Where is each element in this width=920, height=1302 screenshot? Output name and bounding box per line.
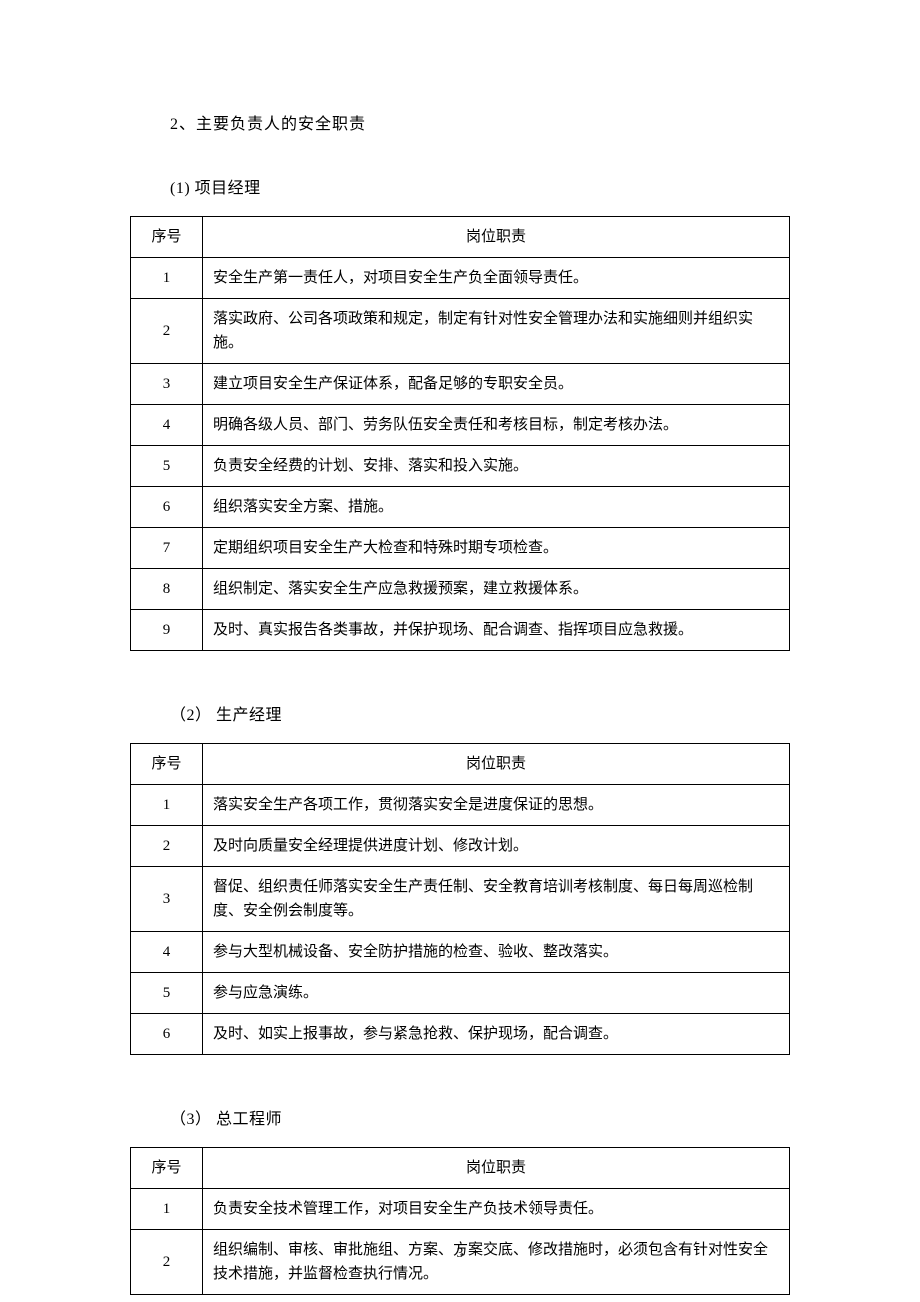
page-number: 3 (0, 1246, 920, 1262)
seq-cell: 9 (131, 610, 203, 651)
header-seq: 序号 (131, 744, 203, 785)
duties-table-project-manager: 序号 岗位职责 1安全生产第一责任人，对项目安全生产负全面领导责任。 2落实政府… (130, 216, 790, 651)
seq-cell: 1 (131, 785, 203, 826)
section-title: 2、主要负责人的安全职责 (170, 110, 790, 134)
table-row: 3建立项目安全生产保证体系，配备足够的专职安全员。 (131, 364, 790, 405)
header-duty: 岗位职责 (203, 217, 790, 258)
seq-cell: 1 (131, 258, 203, 299)
duties-table-production-manager: 序号 岗位职责 1落实安全生产各项工作，贯彻落实安全是进度保证的思想。 2及时向… (130, 743, 790, 1055)
header-duty: 岗位职责 (203, 744, 790, 785)
content-cell: 建立项目安全生产保证体系，配备足够的专职安全员。 (203, 364, 790, 405)
seq-cell: 4 (131, 405, 203, 446)
table-row: 2落实政府、公司各项政策和规定，制定有针对性安全管理办法和实施细则并组织实施。 (131, 299, 790, 364)
subsection-title-project-manager: (1) 项目经理 (170, 174, 790, 198)
seq-cell: 2 (131, 1230, 203, 1295)
seq-cell: 6 (131, 1014, 203, 1055)
table-header-row: 序号 岗位职责 (131, 217, 790, 258)
content-cell: 组织落实安全方案、措施。 (203, 487, 790, 528)
table-row: 6组织落实安全方案、措施。 (131, 487, 790, 528)
content-cell: 及时向质量安全经理提供进度计划、修改计划。 (203, 826, 790, 867)
table-row: 5负责安全经费的计划、安排、落实和投入实施。 (131, 446, 790, 487)
table-row: 2组织编制、审核、审批施组、方案、方案交底、修改措施时，必须包含有针对性安全技术… (131, 1230, 790, 1295)
content-cell: 及时、如实上报事故，参与紧急抢救、保护现场，配合调查。 (203, 1014, 790, 1055)
subsection-title-chief-engineer: （3） 总工程师 (170, 1105, 790, 1129)
content-cell: 组织编制、审核、审批施组、方案、方案交底、修改措施时，必须包含有针对性安全技术措… (203, 1230, 790, 1295)
seq-cell: 3 (131, 364, 203, 405)
content-cell: 负责安全经费的计划、安排、落实和投入实施。 (203, 446, 790, 487)
seq-cell: 7 (131, 528, 203, 569)
table-row: 1安全生产第一责任人，对项目安全生产负全面领导责任。 (131, 258, 790, 299)
table-row: 4参与大型机械设备、安全防护措施的检查、验收、整改落实。 (131, 932, 790, 973)
header-seq: 序号 (131, 217, 203, 258)
table-row: 4明确各级人员、部门、劳务队伍安全责任和考核目标，制定考核办法。 (131, 405, 790, 446)
seq-cell: 1 (131, 1189, 203, 1230)
content-cell: 组织制定、落实安全生产应急救援预案，建立救援体系。 (203, 569, 790, 610)
header-duty: 岗位职责 (203, 1148, 790, 1189)
content-cell: 参与应急演练。 (203, 973, 790, 1014)
table-block-chief-engineer: （3） 总工程师 序号 岗位职责 1负责安全技术管理工作，对项目安全生产负技术领… (130, 1105, 790, 1295)
seq-cell: 3 (131, 867, 203, 932)
table-row: 5参与应急演练。 (131, 973, 790, 1014)
content-cell: 参与大型机械设备、安全防护措施的检查、验收、整改落实。 (203, 932, 790, 973)
table-header-row: 序号 岗位职责 (131, 744, 790, 785)
table-row: 1负责安全技术管理工作，对项目安全生产负技术领导责任。 (131, 1189, 790, 1230)
seq-cell: 2 (131, 826, 203, 867)
seq-cell: 4 (131, 932, 203, 973)
content-cell: 明确各级人员、部门、劳务队伍安全责任和考核目标，制定考核办法。 (203, 405, 790, 446)
content-cell: 及时、真实报告各类事故，并保护现场、配合调查、指挥项目应急救援。 (203, 610, 790, 651)
seq-cell: 2 (131, 299, 203, 364)
table-row: 9及时、真实报告各类事故，并保护现场、配合调查、指挥项目应急救援。 (131, 610, 790, 651)
table-row: 2及时向质量安全经理提供进度计划、修改计划。 (131, 826, 790, 867)
table-block-production-manager: （2） 生产经理 序号 岗位职责 1落实安全生产各项工作，贯彻落实安全是进度保证… (130, 701, 790, 1055)
seq-cell: 6 (131, 487, 203, 528)
content-cell: 定期组织项目安全生产大检查和特殊时期专项检查。 (203, 528, 790, 569)
duties-table-chief-engineer: 序号 岗位职责 1负责安全技术管理工作，对项目安全生产负技术领导责任。 2组织编… (130, 1147, 790, 1295)
table-block-project-manager: (1) 项目经理 序号 岗位职责 1安全生产第一责任人，对项目安全生产负全面领导… (130, 174, 790, 651)
seq-cell: 5 (131, 446, 203, 487)
content-cell: 安全生产第一责任人，对项目安全生产负全面领导责任。 (203, 258, 790, 299)
table-row: 8组织制定、落实安全生产应急救援预案，建立救援体系。 (131, 569, 790, 610)
content-cell: 督促、组织责任师落实安全生产责任制、安全教育培训考核制度、每日每周巡检制度、安全… (203, 867, 790, 932)
content-cell: 落实安全生产各项工作，贯彻落实安全是进度保证的思想。 (203, 785, 790, 826)
table-row: 6及时、如实上报事故，参与紧急抢救、保护现场，配合调查。 (131, 1014, 790, 1055)
seq-cell: 8 (131, 569, 203, 610)
table-row: 1落实安全生产各项工作，贯彻落实安全是进度保证的思想。 (131, 785, 790, 826)
table-row: 3督促、组织责任师落实安全生产责任制、安全教育培训考核制度、每日每周巡检制度、安… (131, 867, 790, 932)
seq-cell: 5 (131, 973, 203, 1014)
subsection-title-production-manager: （2） 生产经理 (170, 701, 790, 725)
content-cell: 落实政府、公司各项政策和规定，制定有针对性安全管理办法和实施细则并组织实施。 (203, 299, 790, 364)
header-seq: 序号 (131, 1148, 203, 1189)
table-header-row: 序号 岗位职责 (131, 1148, 790, 1189)
table-row: 7定期组织项目安全生产大检查和特殊时期专项检查。 (131, 528, 790, 569)
content-cell: 负责安全技术管理工作，对项目安全生产负技术领导责任。 (203, 1189, 790, 1230)
